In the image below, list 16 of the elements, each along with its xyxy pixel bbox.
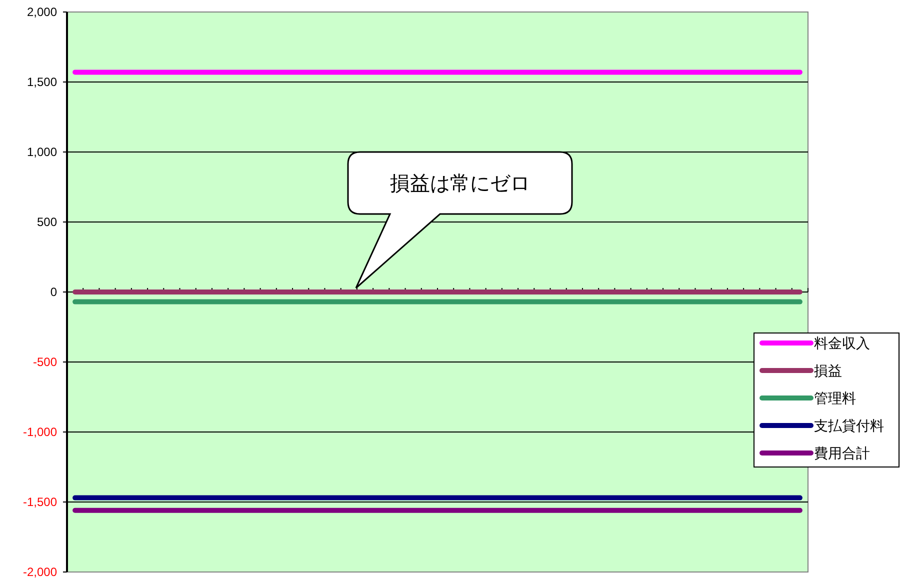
legend-label: 費用合計 [814,445,870,461]
legend-label: 支払貸付料 [814,418,884,434]
y-tick-label: 1,000 [26,145,58,159]
legend-label: 料金収入 [814,335,870,351]
y-tick-label: -500 [32,355,58,369]
legend-label: 損益 [814,362,842,378]
y-tick-label: -1,000 [22,425,58,439]
y-tick-label: 2,000 [26,5,58,19]
annotation: 損益は常にゼロ [390,173,530,195]
y-tick-label: -2,000 [22,565,58,579]
y-tick-label: 500 [36,215,58,229]
legend-label: 管理料 [814,390,856,406]
y-tick-label: -1,500 [22,495,58,509]
y-tick-label: 0 [50,285,58,299]
callout: 損益は常にゼロ [347,151,573,289]
y-tick-label: 1,500 [26,75,58,89]
